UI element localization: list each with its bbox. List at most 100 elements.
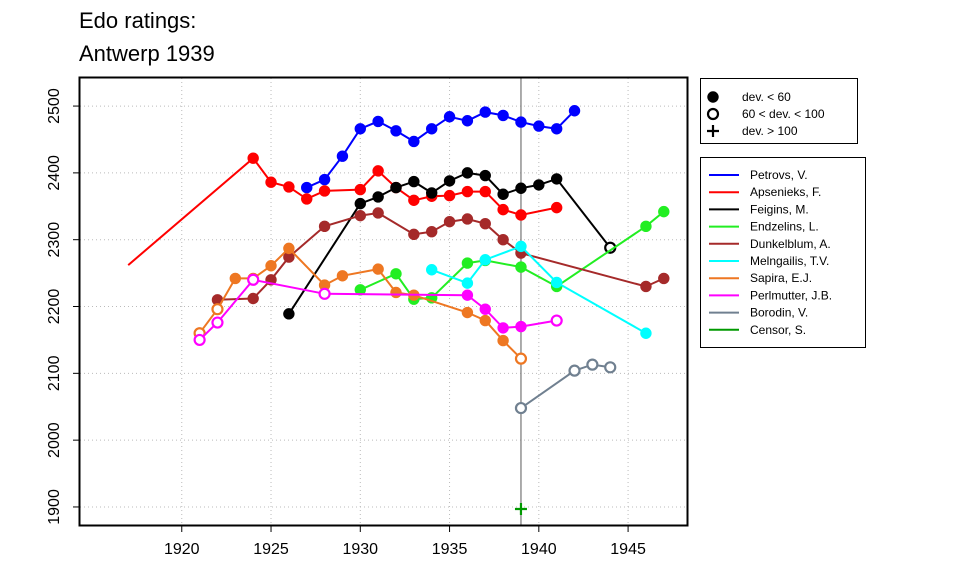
data-point bbox=[372, 263, 384, 275]
data-point bbox=[354, 197, 366, 210]
data-point bbox=[514, 502, 527, 515]
series bbox=[426, 240, 652, 339]
data-point bbox=[640, 220, 652, 233]
data-point bbox=[479, 254, 491, 266]
legend-label: dev. > 100 bbox=[742, 124, 798, 138]
series bbox=[127, 152, 563, 266]
data-point bbox=[586, 358, 599, 371]
legend-label: Perlmutter, J.B. bbox=[750, 288, 832, 302]
y-tick-label: 2400 bbox=[46, 155, 63, 191]
data-point bbox=[640, 327, 652, 339]
data-point bbox=[372, 165, 384, 177]
x-axis: 1920 1925 1930 1935 1940 1945 bbox=[164, 525, 646, 558]
data-point bbox=[497, 322, 509, 334]
series bbox=[301, 105, 581, 194]
series-line bbox=[127, 156, 557, 266]
data-point bbox=[336, 270, 349, 282]
data-point bbox=[283, 308, 295, 320]
legend-label: Sapira, E.J. bbox=[750, 271, 812, 285]
data-point bbox=[461, 185, 474, 198]
data-point bbox=[336, 150, 349, 162]
data-point bbox=[211, 316, 224, 329]
data-point bbox=[497, 188, 509, 200]
data-point bbox=[640, 280, 652, 293]
data-point bbox=[568, 364, 581, 377]
data-point bbox=[354, 209, 366, 222]
legend-label: Apsenieks, F. bbox=[750, 185, 821, 199]
data-point bbox=[443, 175, 456, 187]
series-line bbox=[359, 210, 665, 301]
data-point bbox=[658, 205, 670, 218]
data-point bbox=[283, 181, 295, 193]
data-point bbox=[211, 303, 224, 316]
data-point bbox=[408, 194, 420, 206]
chart-title-line1: Edo ratings: bbox=[79, 8, 196, 33]
legend-symbol bbox=[707, 125, 719, 137]
data-point bbox=[479, 169, 491, 182]
data-point bbox=[408, 175, 420, 188]
data-point bbox=[390, 125, 402, 137]
data-point bbox=[426, 123, 438, 135]
data-point bbox=[461, 306, 474, 319]
series bbox=[193, 273, 563, 347]
data-point bbox=[408, 135, 420, 148]
data-point bbox=[515, 116, 527, 128]
data-point bbox=[301, 181, 313, 194]
data-point bbox=[515, 261, 527, 273]
data-point bbox=[301, 193, 313, 205]
y-tick-label: 2100 bbox=[46, 355, 63, 391]
x-tick-label: 1930 bbox=[342, 541, 378, 558]
x-tick-label: 1925 bbox=[253, 541, 289, 558]
y-tick-label: 2500 bbox=[46, 88, 63, 124]
data-point bbox=[390, 286, 402, 299]
data-point bbox=[515, 182, 527, 194]
data-point bbox=[247, 292, 259, 305]
data-point bbox=[515, 320, 527, 333]
data-point bbox=[318, 185, 331, 197]
data-point bbox=[247, 152, 259, 164]
data-point bbox=[461, 257, 474, 269]
plot-frame bbox=[78, 76, 689, 527]
data-point bbox=[283, 242, 295, 255]
data-point bbox=[533, 179, 545, 191]
data-point bbox=[426, 264, 438, 276]
data-point bbox=[514, 352, 528, 365]
data-point bbox=[479, 303, 491, 315]
data-point bbox=[193, 333, 206, 347]
legend-symbol bbox=[707, 91, 719, 103]
data-point bbox=[354, 123, 366, 135]
data-point bbox=[658, 272, 670, 285]
legend-label: Petrovs, V. bbox=[750, 168, 808, 182]
data-point bbox=[479, 314, 491, 327]
data-point bbox=[354, 183, 366, 196]
data-point bbox=[550, 201, 563, 214]
data-point bbox=[515, 240, 527, 253]
y-tick-label: 2200 bbox=[46, 289, 63, 325]
data-point bbox=[514, 401, 528, 415]
data-point bbox=[479, 185, 491, 198]
data-point bbox=[443, 215, 456, 228]
x-tick-label: 1935 bbox=[432, 541, 468, 558]
legend-label: Melngailis, T.V. bbox=[750, 254, 829, 268]
marker-legend-box bbox=[700, 78, 858, 144]
y-axis: 1900 2000 2100 2200 2300 2400 2500 bbox=[46, 88, 80, 525]
series-line bbox=[520, 363, 611, 409]
data-point bbox=[318, 173, 331, 186]
data-point bbox=[533, 120, 545, 132]
data-point bbox=[568, 105, 581, 117]
x-tick-label: 1920 bbox=[164, 541, 200, 558]
data-point bbox=[265, 176, 277, 188]
data-point bbox=[426, 225, 438, 238]
data-point bbox=[265, 260, 277, 272]
data-point bbox=[604, 361, 617, 374]
data-point bbox=[318, 220, 331, 233]
series bbox=[283, 167, 617, 320]
data-point bbox=[461, 213, 474, 225]
data-point bbox=[372, 207, 384, 219]
data-point bbox=[497, 334, 509, 347]
series bbox=[514, 358, 617, 415]
legend-label: Borodin, V. bbox=[750, 306, 808, 320]
series-line bbox=[431, 245, 647, 335]
data-point bbox=[408, 228, 420, 241]
